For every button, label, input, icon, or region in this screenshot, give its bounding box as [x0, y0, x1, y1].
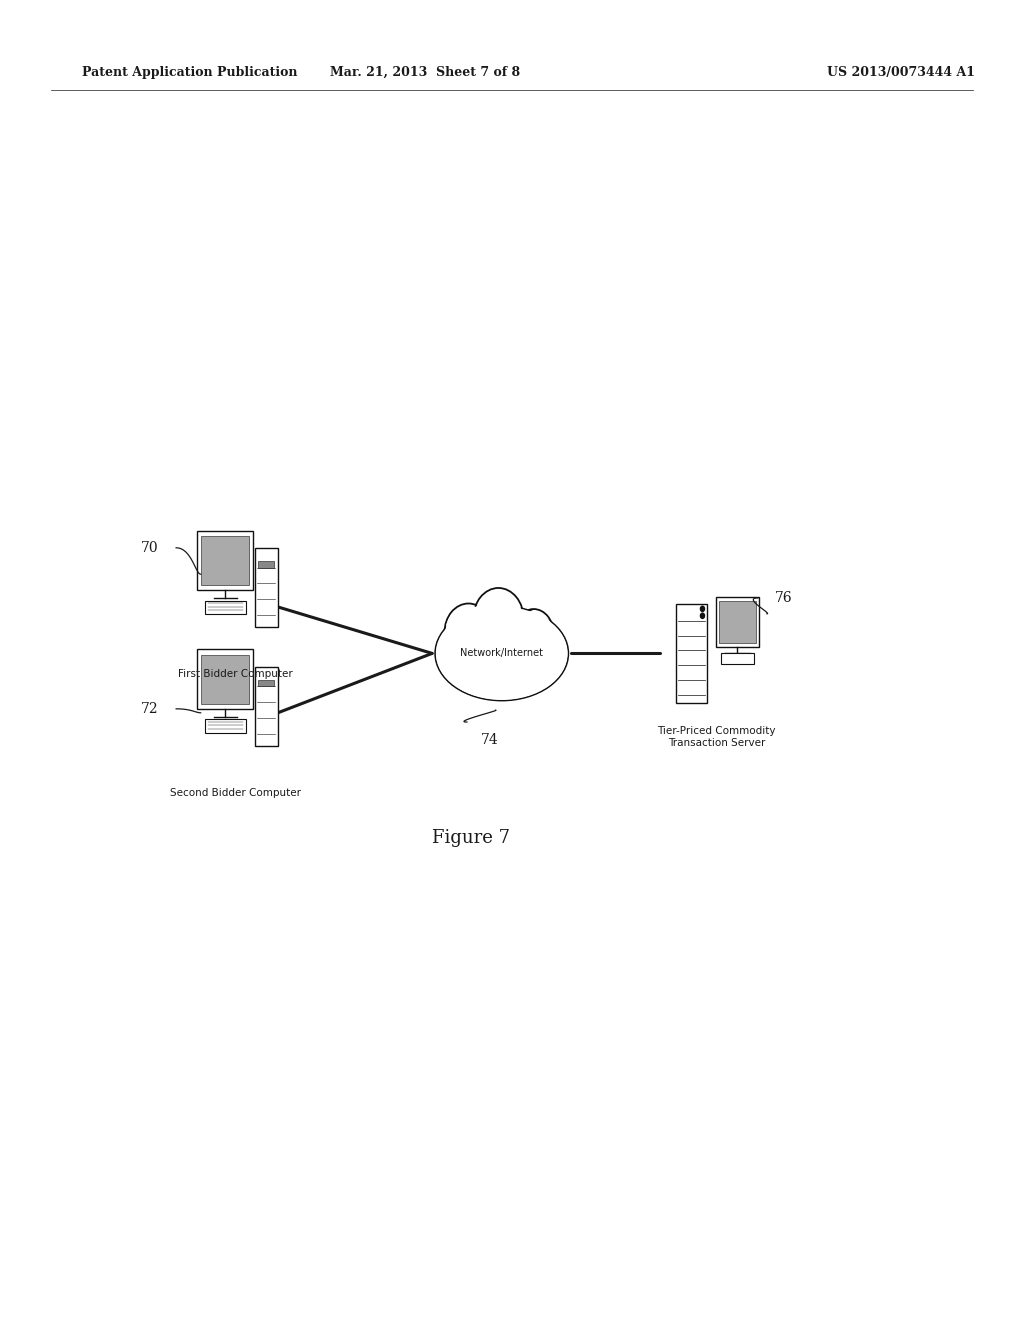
FancyBboxPatch shape	[721, 653, 754, 664]
Ellipse shape	[474, 590, 522, 648]
Circle shape	[700, 612, 705, 618]
Ellipse shape	[446, 649, 483, 688]
FancyBboxPatch shape	[205, 719, 246, 733]
Text: 70: 70	[141, 541, 159, 554]
FancyBboxPatch shape	[197, 649, 254, 709]
Text: Patent Application Publication: Patent Application Publication	[82, 66, 297, 79]
Ellipse shape	[514, 609, 554, 659]
Text: 72: 72	[141, 702, 159, 715]
FancyBboxPatch shape	[716, 597, 759, 647]
Ellipse shape	[508, 655, 542, 688]
Ellipse shape	[449, 652, 482, 685]
Ellipse shape	[473, 587, 523, 649]
FancyBboxPatch shape	[197, 531, 254, 590]
Ellipse shape	[435, 606, 568, 701]
FancyBboxPatch shape	[255, 548, 278, 627]
FancyBboxPatch shape	[258, 561, 274, 568]
Text: 76: 76	[775, 591, 793, 605]
FancyBboxPatch shape	[255, 667, 278, 746]
Text: US 2013/0073444 A1: US 2013/0073444 A1	[827, 66, 975, 79]
FancyBboxPatch shape	[201, 655, 250, 704]
Text: 74: 74	[481, 733, 499, 747]
Text: First Bidder Computer: First Bidder Computer	[178, 669, 293, 680]
Circle shape	[700, 606, 705, 611]
Text: Mar. 21, 2013  Sheet 7 of 8: Mar. 21, 2013 Sheet 7 of 8	[330, 66, 520, 79]
FancyBboxPatch shape	[258, 680, 274, 686]
FancyBboxPatch shape	[676, 605, 707, 702]
Text: Second Bidder Computer: Second Bidder Computer	[170, 788, 301, 799]
Ellipse shape	[507, 652, 544, 690]
Text: Tier-Priced Commodity
Transaction Server: Tier-Priced Commodity Transaction Server	[657, 726, 776, 748]
Ellipse shape	[444, 603, 493, 661]
FancyBboxPatch shape	[201, 536, 250, 585]
Ellipse shape	[514, 611, 553, 657]
Text: Figure 7: Figure 7	[432, 829, 510, 847]
FancyBboxPatch shape	[719, 601, 756, 643]
Ellipse shape	[445, 606, 492, 659]
FancyBboxPatch shape	[205, 601, 246, 614]
Ellipse shape	[436, 607, 567, 700]
Text: Network/Internet: Network/Internet	[460, 648, 544, 659]
